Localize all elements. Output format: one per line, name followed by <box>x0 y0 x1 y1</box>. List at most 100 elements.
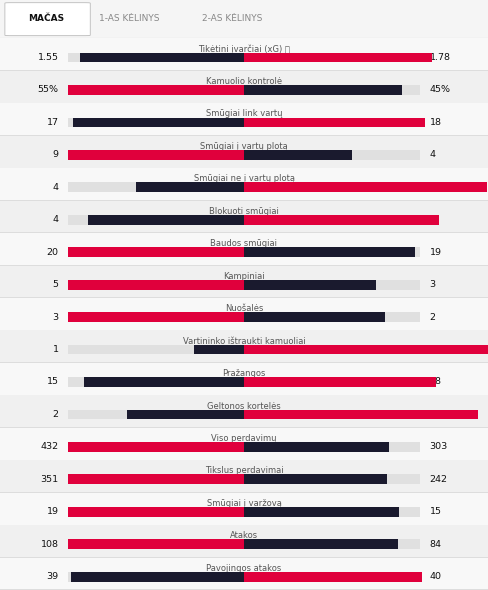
Bar <box>68 182 420 192</box>
Text: Viso perdavimų: Viso perdavimų <box>211 434 277 443</box>
Text: Pavojingos atakos: Pavojingos atakos <box>206 564 282 573</box>
Text: Baudos smūgiai: Baudos smūgiai <box>210 240 278 248</box>
Text: 19: 19 <box>429 248 442 257</box>
Bar <box>244 572 422 582</box>
Bar <box>0 525 488 558</box>
Bar <box>84 377 244 387</box>
Bar <box>68 474 276 484</box>
Bar <box>0 103 488 136</box>
Text: Pražangos: Pražangos <box>223 369 265 378</box>
Bar <box>71 572 244 582</box>
Bar <box>68 474 420 484</box>
Text: Smūgiai ne į vartų plotą: Smūgiai ne į vartų plotą <box>194 175 294 183</box>
Text: 4: 4 <box>429 410 435 419</box>
Text: Blokuoti smūgiai: Blokuoti smūgiai <box>209 207 279 216</box>
Text: Atakos: Atakos <box>230 532 258 540</box>
Text: 17: 17 <box>46 118 59 127</box>
Text: 3: 3 <box>429 280 436 289</box>
Text: Kamuolio kontrolė: Kamuolio kontrolė <box>206 77 282 86</box>
Bar <box>68 507 264 517</box>
Text: MAČAS: MAČAS <box>28 14 64 23</box>
Bar <box>68 312 279 322</box>
Bar <box>244 377 436 387</box>
Bar <box>244 507 399 517</box>
Bar <box>68 150 311 160</box>
Bar <box>73 117 244 127</box>
Bar <box>127 409 244 419</box>
Bar <box>68 150 420 160</box>
Text: 15: 15 <box>46 378 59 386</box>
Bar <box>68 507 420 517</box>
Bar <box>68 247 248 257</box>
Text: 55%: 55% <box>38 86 59 94</box>
Bar <box>244 117 425 127</box>
Bar <box>244 215 439 225</box>
Text: Kampiniai: Kampiniai <box>223 272 265 281</box>
Bar <box>68 442 275 452</box>
Text: 1.55: 1.55 <box>38 53 59 62</box>
Bar <box>244 312 385 322</box>
Bar <box>68 377 420 387</box>
Bar <box>68 409 420 419</box>
Text: 45%: 45% <box>429 86 450 94</box>
Bar <box>0 298 488 330</box>
Text: 5: 5 <box>429 215 435 224</box>
Text: 9: 9 <box>429 183 435 192</box>
Bar <box>0 266 488 298</box>
Text: 84: 84 <box>429 540 442 549</box>
Text: 3: 3 <box>52 313 59 322</box>
Bar <box>68 117 420 127</box>
Text: 351: 351 <box>41 475 59 484</box>
Text: Smūgiai į vartų plotą: Smūgiai į vartų plotą <box>200 142 288 151</box>
Bar <box>244 442 389 452</box>
Bar <box>68 539 266 549</box>
Text: 1.78: 1.78 <box>429 53 450 62</box>
Bar <box>68 215 420 225</box>
Bar <box>68 312 420 322</box>
Text: 15: 15 <box>429 507 442 516</box>
Text: 2: 2 <box>53 410 59 419</box>
Bar <box>0 428 488 460</box>
Text: 242: 242 <box>429 475 447 484</box>
Bar <box>68 280 288 290</box>
Text: 18: 18 <box>429 378 442 386</box>
Bar <box>0 201 488 233</box>
Text: 303: 303 <box>429 442 447 451</box>
Text: Smūgiai į varžovą: Smūgiai į varžovą <box>206 499 282 508</box>
Text: Tikėtini įvarčiai (xG) ⓘ: Tikėtini įvarčiai (xG) ⓘ <box>198 44 290 54</box>
Bar <box>244 474 387 484</box>
Bar <box>0 168 488 201</box>
Bar <box>0 395 488 428</box>
Text: 39: 39 <box>46 572 59 581</box>
Bar <box>244 280 376 290</box>
Bar <box>194 345 244 355</box>
Bar <box>244 345 488 355</box>
Text: 5: 5 <box>53 280 59 289</box>
Text: 2: 2 <box>429 313 435 322</box>
Text: 432: 432 <box>41 442 59 451</box>
Bar <box>68 247 420 257</box>
Text: Tikslus perdavimai: Tikslus perdavimai <box>204 467 284 476</box>
Bar <box>68 442 420 452</box>
Bar <box>244 53 432 63</box>
Bar <box>244 539 398 549</box>
Text: 1: 1 <box>53 345 59 354</box>
Bar <box>68 53 420 63</box>
Bar <box>0 363 488 395</box>
Text: Geltonos kortelės: Geltonos kortelės <box>207 402 281 411</box>
Text: 40: 40 <box>429 572 442 581</box>
Text: Smūgiai link vartų: Smūgiai link vartų <box>206 110 282 119</box>
Text: 4: 4 <box>53 215 59 224</box>
Bar <box>244 150 352 160</box>
Bar <box>68 572 420 582</box>
Bar <box>88 215 244 225</box>
Text: 6: 6 <box>429 345 435 354</box>
Bar <box>68 280 420 290</box>
Bar <box>68 85 420 95</box>
Text: 18: 18 <box>429 118 442 127</box>
Text: 2-AS KĖLINYS: 2-AS KĖLINYS <box>202 14 262 23</box>
Text: 108: 108 <box>41 540 59 549</box>
Text: 19: 19 <box>46 507 59 516</box>
Bar <box>81 53 244 63</box>
Text: 4: 4 <box>53 183 59 192</box>
